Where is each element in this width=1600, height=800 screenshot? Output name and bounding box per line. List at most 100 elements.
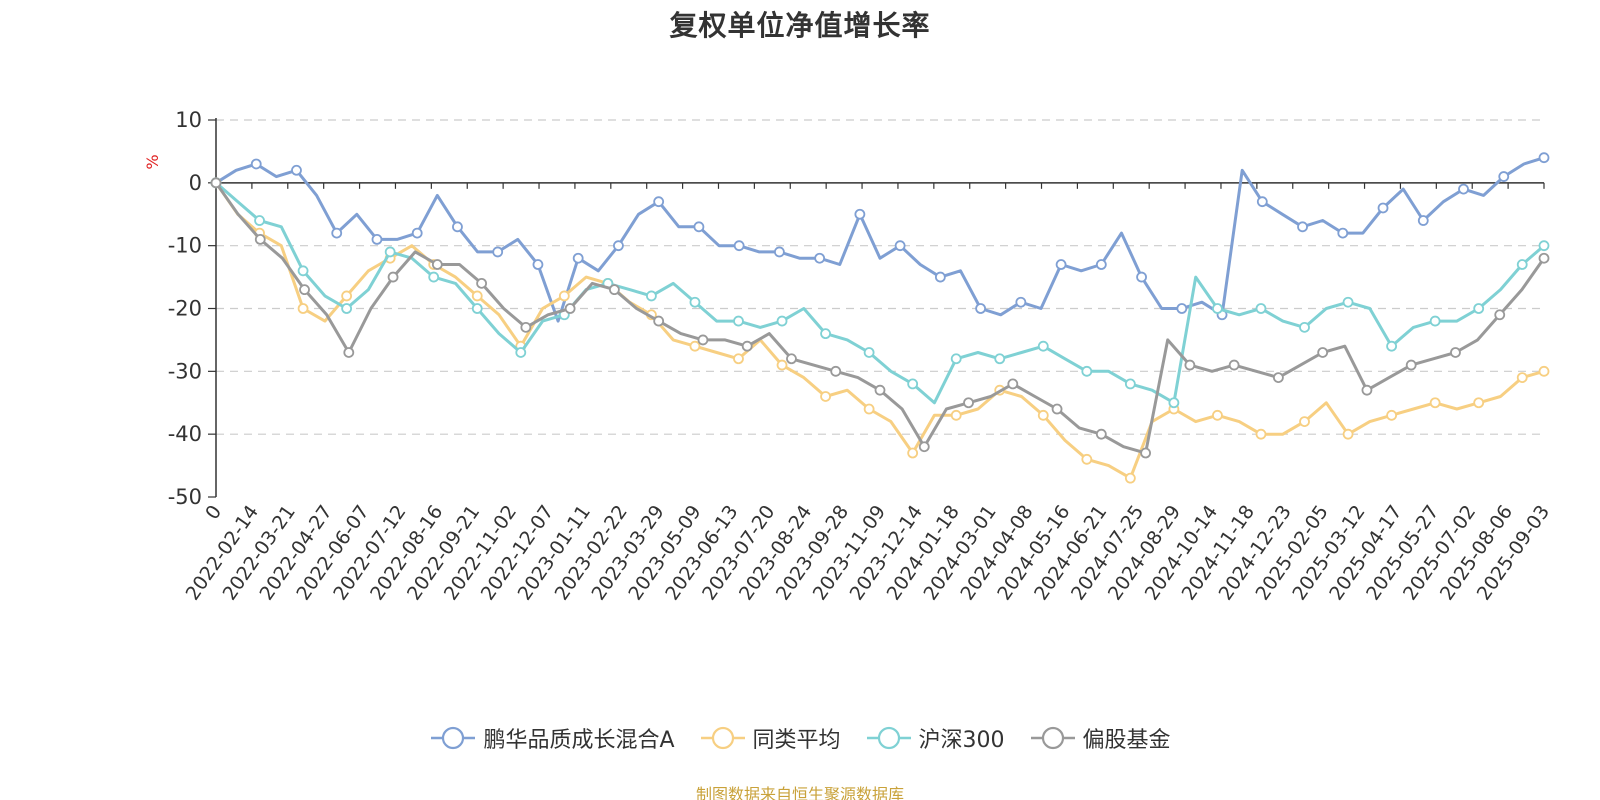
series-point [689,296,701,308]
series-point [1516,259,1528,270]
legend-symbol-icon [700,726,745,750]
series-point [950,353,962,365]
series-point [653,315,665,327]
series-point [452,221,463,233]
series-point [863,347,875,358]
series-point [558,290,570,302]
series-point [1429,315,1441,327]
series-point [830,365,842,377]
legend-label: 偏股基金 [1082,728,1171,753]
series-point [1386,409,1398,421]
y-tick-label: -40 [168,422,202,446]
series-point [210,177,222,189]
series-point [1037,340,1049,352]
series-point [1256,196,1268,208]
series-point [1124,472,1136,484]
y-tick-label: 10 [175,108,202,132]
series-point [471,303,483,314]
series-point [299,284,310,296]
legend-item[interactable]: 沪深300 [865,722,1005,754]
legend-label: 沪深300 [918,728,1005,753]
y-tick-label: -10 [168,234,202,258]
y-axis-label: % [143,154,162,169]
series-point [471,290,483,302]
series-point [863,403,875,415]
series-point [693,221,705,233]
series-point [1405,359,1417,371]
x-tick-label: 0 [201,501,226,524]
series-point [646,290,657,302]
series-point [1255,303,1267,314]
series-point [564,303,576,314]
series-point [1095,428,1107,440]
series-point [1538,365,1550,377]
series-point [907,378,919,390]
series-point [1361,384,1373,396]
series-point [1386,340,1398,352]
series-point [733,240,745,252]
series-point [572,252,584,264]
series-point [1228,359,1240,371]
series-point [814,252,826,264]
series-line [215,181,1545,405]
series-point [776,315,788,327]
series-point [1055,259,1067,270]
legend-symbol-icon [431,726,476,750]
series-point [653,196,665,208]
series-point [341,303,353,314]
legend-item[interactable]: 偏股基金 [1029,722,1171,754]
series-point [1273,372,1284,384]
series-point [963,397,974,409]
series-point [733,315,744,327]
series-point [1450,347,1461,358]
series-point [371,233,383,245]
legend-symbol-icon [1030,726,1075,750]
legend-label: 同类平均 [752,728,841,753]
legend-item[interactable]: 同类平均 [699,722,841,754]
series-point [894,240,906,252]
legend-symbol-icon [866,726,911,750]
series-point [1342,296,1354,308]
series-point [1095,259,1107,270]
y-tick-label: -20 [168,297,202,321]
series-point [1136,271,1147,283]
series-point [1124,378,1136,390]
legend-label: 鹏华品质成长混合A [483,728,675,753]
series-point [820,391,831,402]
series-point [1007,378,1019,390]
series-point [384,246,396,258]
series-point [950,409,962,421]
y-tick-label: 0 [189,171,202,195]
series-point [1212,409,1223,421]
series-point [613,240,624,252]
series-point [854,208,866,220]
series-point [776,359,788,371]
series-point [907,447,919,459]
series-point [609,284,620,296]
series-point [1081,453,1093,465]
series-point [1255,428,1267,440]
series-point [773,246,785,258]
series-point [1140,447,1151,459]
series-point [515,347,527,358]
series-point [741,340,753,352]
legend-item[interactable]: 鹏华品质成长混合A [429,722,675,754]
series-point [1184,359,1196,371]
series-point [520,321,532,333]
series-point [918,441,930,453]
series-point [1299,321,1310,333]
series-point [1417,215,1429,226]
series-point [689,340,701,352]
series-point [387,271,399,283]
series-point [532,259,544,270]
series-point [820,328,831,340]
series-point [994,353,1006,365]
series-point [331,227,343,239]
series-point [297,303,309,314]
series-point [1081,365,1093,377]
series-point [1516,372,1528,384]
data-source-note: 制图数据来自恒生聚源数据库 [695,785,904,800]
series-point [1212,303,1223,314]
